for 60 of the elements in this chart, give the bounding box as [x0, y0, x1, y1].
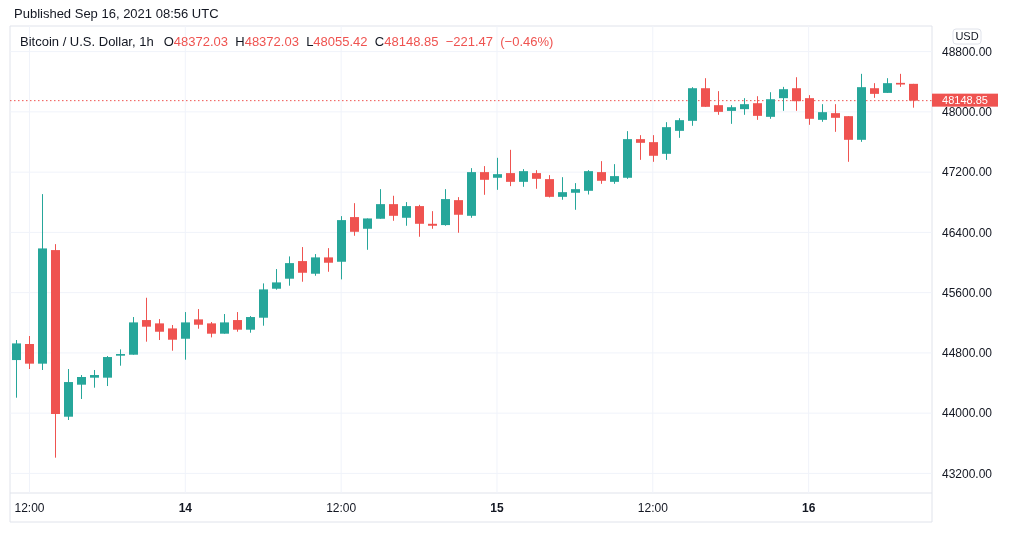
- ref-line-label: 48148.85: [942, 94, 988, 107]
- candlestick: [584, 169, 593, 195]
- y-tick-label: 45600.00: [941, 285, 993, 300]
- y-tick-label: 48800.00: [941, 44, 993, 59]
- candlestick: [116, 348, 125, 367]
- candlestick: [844, 115, 853, 163]
- y-tick-label: 47200.00: [941, 165, 993, 180]
- candlestick: [571, 182, 580, 211]
- candlestick: [77, 374, 86, 400]
- candlestick: [194, 308, 203, 330]
- candlestick: [415, 204, 424, 238]
- candlestick: [532, 169, 541, 190]
- candlestick: [402, 201, 411, 227]
- candlestick: [363, 217, 372, 251]
- candlestick: [558, 176, 567, 201]
- candlestick: [233, 311, 242, 333]
- candlestick: [675, 117, 684, 139]
- candlestick: [350, 202, 359, 237]
- x-tick-label: 16: [801, 501, 816, 515]
- candlestick: [389, 195, 398, 222]
- candlestick: [311, 253, 320, 277]
- candlestick: [285, 255, 294, 287]
- candlestick: [506, 149, 515, 187]
- text: O48372.03 H48372.03 L48055.42 C48148.85 −221.47 (−0.46%): [163, 34, 554, 49]
- candlestick: [454, 196, 463, 234]
- candlestick: [766, 91, 775, 120]
- x-tick-label: 14: [178, 501, 193, 515]
- candlestick: [103, 355, 112, 387]
- text: Published Sep 16, 2021 08:56 UTC: [14, 6, 219, 21]
- y-tick-label: 43200.00: [941, 466, 993, 481]
- candlestick: [649, 134, 658, 163]
- candlestick: [480, 165, 489, 196]
- candlestick: [376, 188, 385, 220]
- candlestick: [324, 247, 333, 273]
- candlestick: [155, 318, 164, 341]
- candlestick: [727, 104, 736, 125]
- y-axis-title: USD: [955, 30, 979, 43]
- y-tick-label: 48000.00: [941, 105, 993, 120]
- candlestick: [142, 297, 151, 343]
- y-tick-label: 46400.00: [941, 225, 993, 240]
- candlestick: [272, 268, 281, 291]
- candlestick: [636, 134, 645, 161]
- x-tick-label: 12:00: [14, 501, 45, 515]
- text: Bitcoin / U.S. Dollar, 1h: [20, 34, 154, 49]
- candlestick: [168, 324, 177, 352]
- candlestick: [610, 163, 619, 185]
- x-tick-label: 12:00: [637, 501, 669, 515]
- y-tick-label: 44000.00: [941, 406, 993, 421]
- y-tick-label: 44800.00: [941, 346, 993, 361]
- candlestick: [831, 103, 840, 133]
- candlestick: [25, 335, 34, 370]
- x-tick-label: 12:00: [326, 501, 357, 515]
- x-tick-label: 15: [490, 501, 504, 515]
- candlestick: [12, 339, 21, 399]
- candlestick: [298, 246, 307, 283]
- candlestick: [181, 311, 190, 361]
- candlestick: [597, 160, 606, 185]
- candlestick: [779, 86, 788, 112]
- candlestick: [493, 157, 502, 191]
- candlestick: [220, 313, 229, 335]
